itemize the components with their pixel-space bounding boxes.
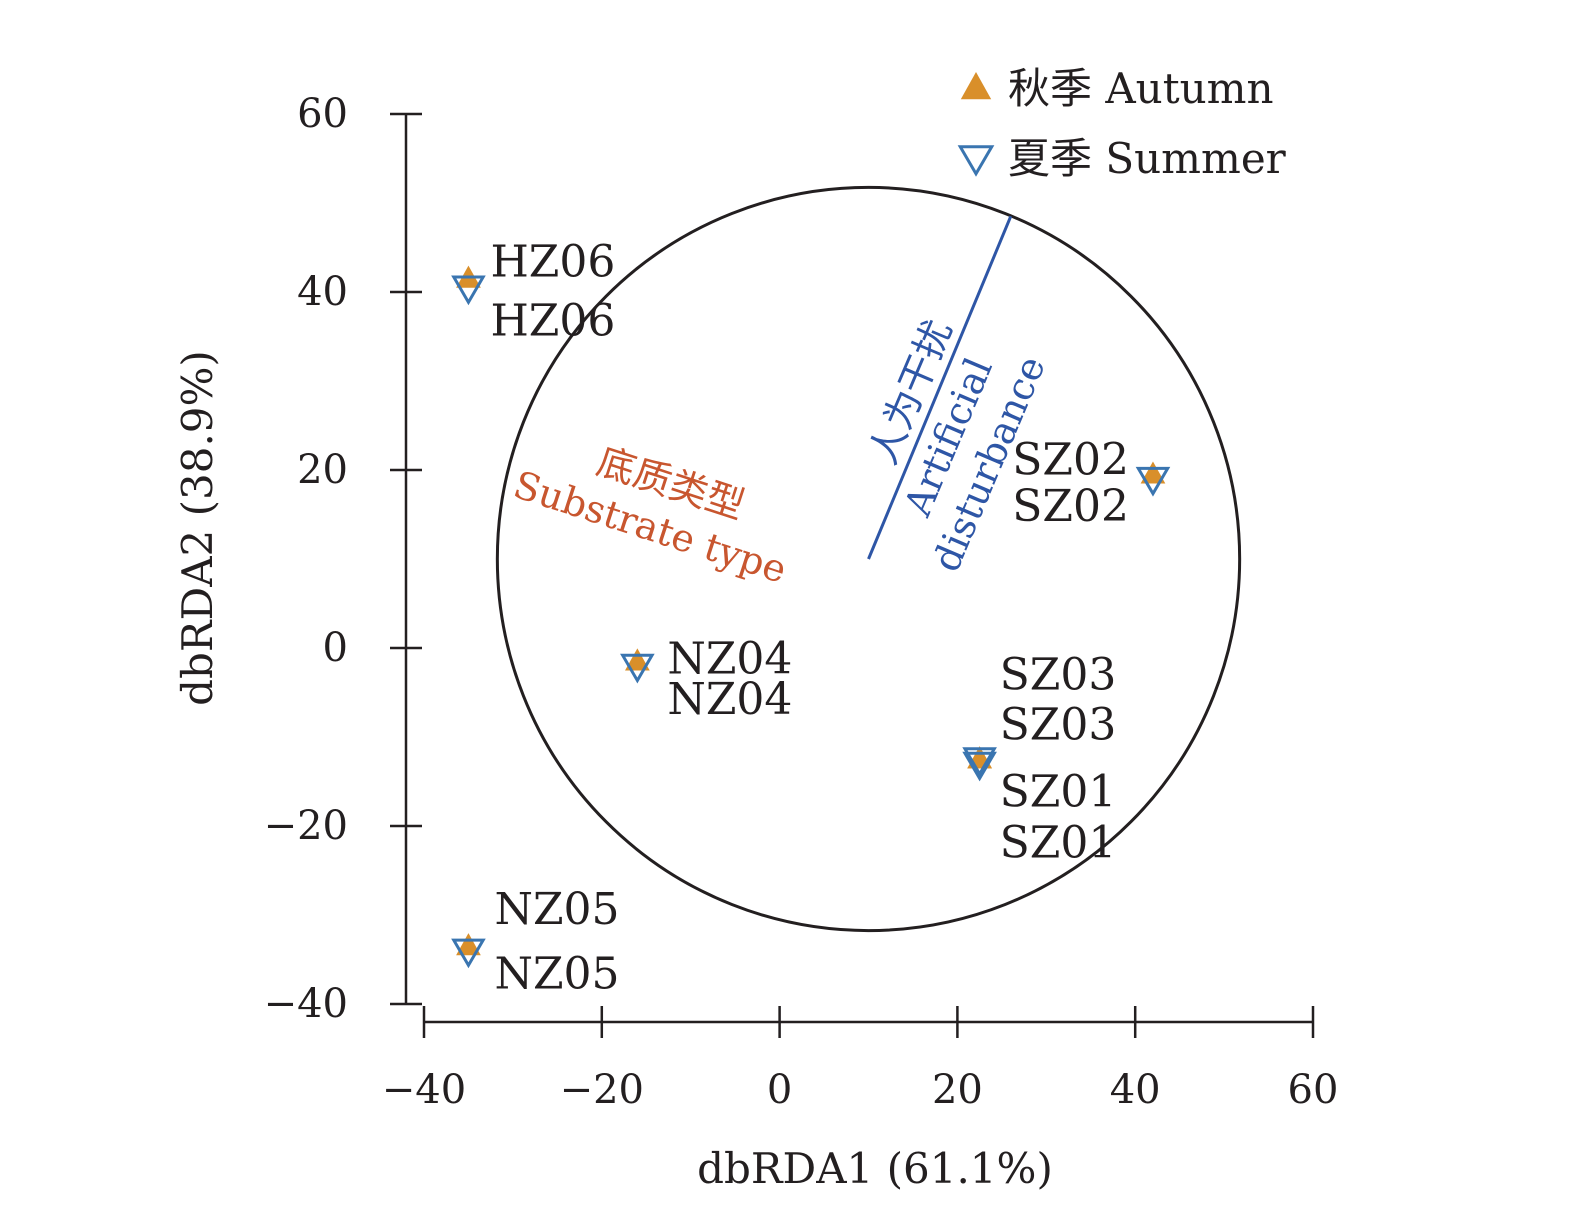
point-summer-sz01 [962,751,997,782]
point-autumn-sz02 [1140,461,1166,484]
point-autumn-nz05 [456,933,481,956]
marks-layer [451,265,1171,969]
site-label-summer-sz02: SZ02 [1012,481,1129,532]
site-label-autumn-sz03: SZ03 [1000,649,1117,700]
legend-autumn-marker [960,72,992,100]
site-label-autumn-sz01: SZ01 [1000,766,1117,817]
y-tick-label: −40 [264,981,348,1027]
point-autumn-nz04 [625,648,650,671]
site-label-summer-sz01: SZ01 [1000,818,1117,869]
x-tick-label: 60 [1288,1067,1339,1113]
y-axis-title: dbRDA2 (38.9%) [173,350,222,706]
y-tick-label: 60 [297,91,348,137]
y-tick-label: 20 [297,447,348,493]
site-label-summer-nz05: NZ05 [494,949,619,1000]
x-tick-label: 40 [1110,1067,1161,1113]
legend: 秋季 Autumn 夏季 Summer [957,64,1287,183]
vector-artificial-disturbance [867,215,1013,560]
x-axis-title: dbRDA1 (61.1%) [697,1144,1053,1193]
site-labels-layer: HZ06 NZ04 SZ02 SZ03 SZ01 NZ05 HZ06 NZ04 SZ02 SZ03… [490,237,1129,1000]
y-tick-label: 0 [323,625,348,671]
x-tick-label: −20 [560,1067,644,1113]
correlation-circle [495,185,1242,933]
axes-layer: −40 −20 0 20 40 60 −40 −20 0 20 40 60 dbRDA1 (61.1%)… [173,91,1338,1193]
point-summer-sz03 [962,747,997,777]
legend-autumn-label: 秋季 Autumn [1008,64,1274,113]
site-label-autumn-hz06: HZ06 [490,237,615,288]
circle-layer [495,185,1242,933]
site-label-autumn-nz04: NZ04 [667,633,792,684]
site-label-autumn-sz02: SZ02 [1012,434,1129,485]
x-tick-label: 20 [932,1067,983,1113]
point-summer-hz06 [451,275,486,306]
point-summer-nz05 [451,938,486,969]
y-tick-label: 40 [297,269,348,315]
legend-summer-marker [957,145,995,177]
x-tick-label: −40 [382,1067,466,1113]
y-tick-label: −20 [264,803,348,849]
site-label-autumn-nz05: NZ05 [494,884,619,935]
x-tick-label: 0 [767,1067,792,1113]
site-label-summer-sz03: SZ03 [1000,699,1117,750]
site-label-summer-hz06: HZ06 [490,296,615,347]
site-label-summer-nz04: NZ04 [667,674,792,725]
point-summer-sz02 [1135,466,1171,497]
point-summer-nz04 [620,653,655,684]
legend-summer-label: 夏季 Summer [1008,134,1287,183]
